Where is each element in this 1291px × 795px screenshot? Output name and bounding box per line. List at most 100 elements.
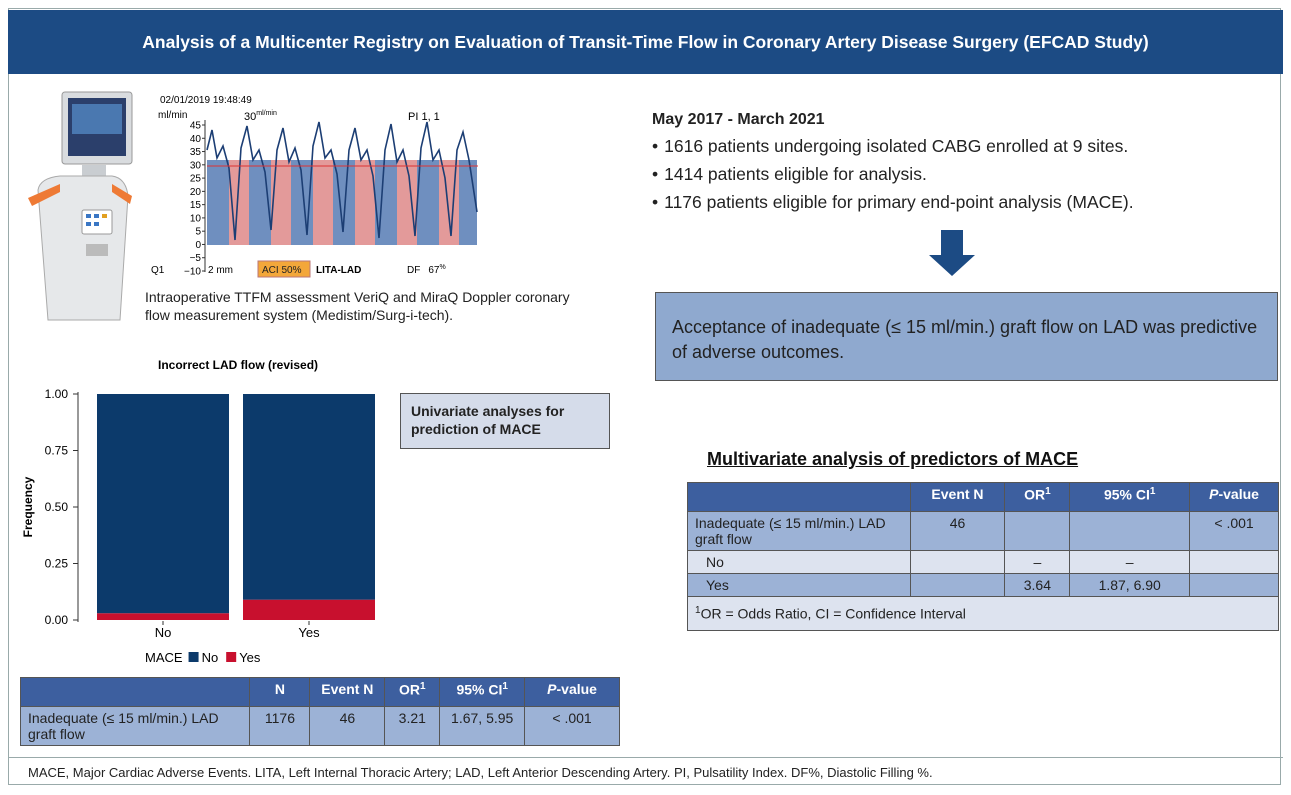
table-cell bbox=[909, 550, 1006, 574]
table-cell bbox=[1004, 511, 1071, 551]
flow-tick-label: 10 bbox=[190, 213, 202, 224]
header-sup: 1 bbox=[420, 681, 426, 692]
header-cell: N bbox=[249, 677, 311, 707]
table-cell: 3.64 bbox=[1004, 573, 1071, 597]
header-row: Event N OR1 95% CI1 P-value bbox=[687, 482, 1279, 512]
univariate-table: N Event N OR1 95% CI1 P-value Inadequate (≤ 1… bbox=[19, 677, 620, 746]
down-arrow bbox=[929, 230, 975, 276]
header-cell bbox=[687, 482, 911, 512]
header-text: -value bbox=[556, 681, 597, 697]
device-caption: Intraoperative TTFM assessment VeriQ and… bbox=[145, 289, 570, 323]
header-italic: P bbox=[547, 681, 557, 697]
df-value: 67 bbox=[428, 265, 440, 276]
table-row: Yes 3.64 1.87, 6.90 bbox=[687, 573, 1279, 597]
header-cell: P-value bbox=[524, 677, 620, 707]
flow-tick-label: 30 bbox=[190, 160, 202, 171]
header-cell: OR1 bbox=[1004, 482, 1071, 512]
table-cell: No bbox=[687, 550, 911, 574]
bar-segment bbox=[97, 394, 229, 614]
header-text: N bbox=[274, 681, 285, 697]
header-cell: P-value bbox=[1189, 482, 1279, 512]
flow-tick-label: 15 bbox=[190, 200, 202, 211]
header-cell: 95% CI1 bbox=[439, 677, 526, 707]
flow-value: 30 bbox=[244, 111, 256, 123]
flow-tick-label: 35 bbox=[190, 147, 202, 158]
y-tick-label: 0.75 bbox=[45, 444, 69, 458]
univariate-note: Univariate analyses for prediction of MA… bbox=[400, 393, 610, 449]
y-tick-label: 0.00 bbox=[45, 613, 69, 627]
table-cell bbox=[1069, 511, 1191, 551]
table-cell: 46 bbox=[309, 706, 386, 746]
table-cell bbox=[1189, 573, 1279, 597]
table-cell: < .001 bbox=[524, 706, 620, 746]
flow-tick-label: 45 bbox=[190, 121, 202, 132]
df-name: DF bbox=[407, 265, 420, 276]
legend-label: Yes bbox=[239, 650, 261, 665]
table-cell bbox=[1189, 550, 1279, 574]
table-cell: 3.21 bbox=[384, 706, 441, 746]
y-tick-label: 1.00 bbox=[45, 387, 69, 401]
flow-unit: ml/min bbox=[158, 110, 187, 121]
footnote-row: 1OR = Odds Ratio, CI = Confidence Interv… bbox=[687, 596, 1279, 631]
header-cell: OR1 bbox=[384, 677, 441, 707]
flow-value-unit: ml/min bbox=[256, 110, 277, 117]
header-text: OR bbox=[399, 681, 420, 698]
flow-tick-label: −10 bbox=[184, 267, 201, 278]
bar-segment bbox=[243, 599, 375, 620]
summary-bullets: 1616 patients undergoing isolated CABG e… bbox=[652, 132, 1134, 216]
conclusion-box: Acceptance of inadequate (≤ 15 ml/min.) … bbox=[655, 292, 1278, 381]
df-label: DF 67% bbox=[407, 264, 446, 276]
table-cell: Yes bbox=[687, 573, 911, 597]
table-cell: Inadequate (≤ 15 ml/min.) LAD graft flow bbox=[19, 706, 251, 746]
header-text: Event N bbox=[931, 486, 984, 502]
table-cell bbox=[909, 573, 1006, 597]
y-tick-label: 0.50 bbox=[45, 500, 69, 514]
x-tick-label: Yes bbox=[298, 625, 320, 640]
summary-bullet: 1176 patients eligible for primary end-p… bbox=[652, 188, 1133, 216]
header-sup: 1 bbox=[1149, 486, 1156, 497]
probe-label: 2 mm bbox=[208, 265, 233, 276]
flow-tick-label: 40 bbox=[190, 134, 202, 145]
legend-label: No bbox=[202, 650, 219, 665]
frame bbox=[8, 8, 1281, 785]
pi-label: PI 1, 1 bbox=[408, 111, 440, 123]
header-cell bbox=[19, 677, 251, 707]
footer-rule bbox=[8, 757, 1283, 758]
flow-waveform bbox=[204, 120, 478, 278]
footnote-sup: 1 bbox=[695, 605, 701, 616]
header-text: 95% CI bbox=[456, 681, 503, 698]
legend-title: MACE bbox=[145, 650, 183, 665]
summary-bullet: 1616 patients undergoing isolated CABG e… bbox=[652, 132, 1134, 160]
flow-tick-label: 5 bbox=[195, 227, 201, 238]
bar-segment bbox=[243, 394, 375, 600]
legend-swatch bbox=[188, 652, 199, 662]
bar-segment bbox=[97, 613, 229, 620]
header-text: 95% CI bbox=[1103, 486, 1150, 503]
table-cell: < .001 bbox=[1189, 511, 1279, 551]
header-cell: Event N bbox=[309, 677, 386, 707]
table-cell: Inadequate (≤ 15 ml/min.) LAD graft flow bbox=[687, 511, 911, 551]
device-illustration bbox=[28, 91, 133, 321]
table-cell: – bbox=[1004, 550, 1071, 574]
aci-label: ACI 50% bbox=[262, 265, 302, 276]
legend-swatch bbox=[226, 652, 237, 662]
footnote-text: OR = Odds Ratio, CI = Confidence Interva… bbox=[700, 605, 966, 622]
header-text: OR bbox=[1024, 486, 1046, 503]
table-cell: 1176 bbox=[249, 706, 311, 746]
flow-tick-label: 20 bbox=[190, 187, 202, 198]
channel-label: Q1 bbox=[151, 265, 165, 276]
y-axis-label: Frequency bbox=[21, 476, 35, 537]
flow-tick-label: −5 bbox=[190, 253, 202, 264]
table-cell: – bbox=[1069, 550, 1191, 574]
header-text: Event N bbox=[321, 681, 374, 697]
table-cell: 46 bbox=[909, 511, 1006, 551]
flow-tick-label: 25 bbox=[190, 174, 202, 185]
header-row: N Event N OR1 95% CI1 P-value bbox=[19, 677, 620, 707]
header-cell: Event N bbox=[909, 482, 1006, 512]
df-unit: % bbox=[439, 264, 445, 271]
table-row: Inadequate (≤ 15 ml/min.) LAD graft flow… bbox=[687, 511, 1279, 551]
footer-note: MACE, Major Cardiac Adverse Events. LITA… bbox=[28, 765, 933, 780]
header-title: Analysis of a Multicenter Registry on Ev… bbox=[8, 10, 1283, 74]
study-period: May 2017 - March 2021 bbox=[652, 111, 825, 128]
